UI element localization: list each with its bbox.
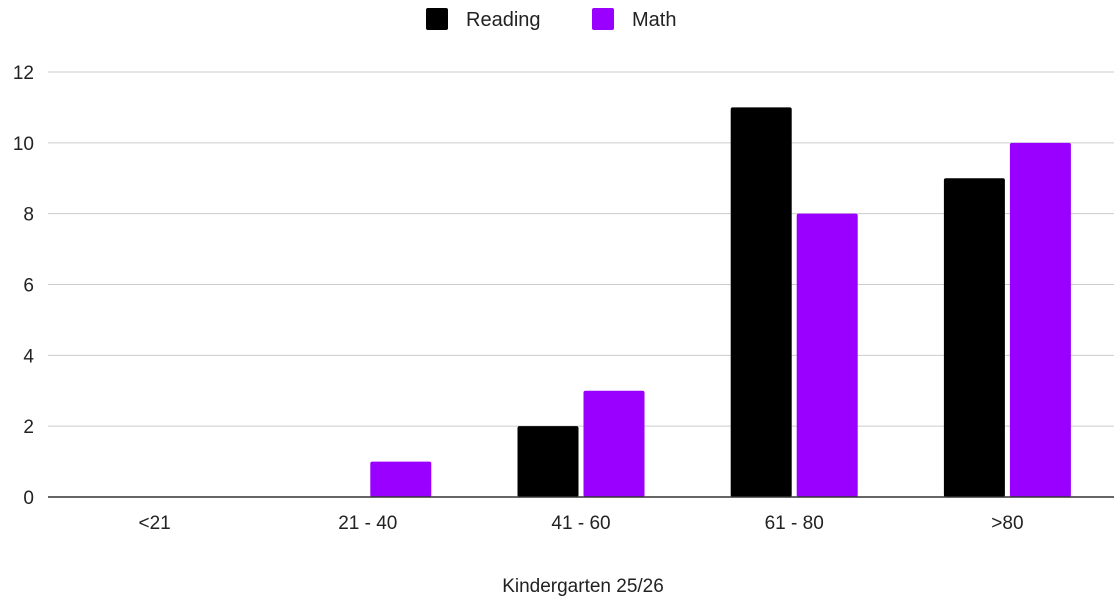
x-tick-label: 61 - 80 [765,513,824,534]
legend-label-math: Math [632,9,676,31]
bar-math-1 [370,461,432,497]
bar-reading-3 [730,107,792,498]
bar-reading-4 [943,178,1005,497]
legend-label-reading: Reading [466,9,541,31]
y-tick-label: 0 [23,488,34,509]
bar-reading-2 [517,426,579,497]
y-tick-label: 6 [23,276,34,297]
y-tick-label: 4 [23,346,34,367]
y-tick-label: 10 [13,134,34,155]
gridlines [48,71,1114,427]
legend-swatch-reading [426,8,448,30]
axes: 0 2 4 6 8 10 12 <21 21 - 40 41 - 60 61 - 80 >80 [13,63,1114,534]
x-tick-label: 21 - 40 [338,513,397,534]
bar-math-4 [1009,142,1071,498]
legend: Reading Math [426,8,676,31]
y-tick-label: 8 [23,205,34,226]
bar-math-3 [796,213,858,497]
y-tick-label: 12 [13,63,34,84]
x-tick-label: >80 [991,513,1023,534]
legend-swatch-math [592,8,614,30]
x-tick-label: <21 [138,513,170,534]
bars [370,107,1071,498]
y-tick-label: 2 [23,417,34,438]
bar-math-2 [583,390,645,497]
x-axis-title: Kindergarten 25/26 [502,576,664,597]
x-tick-label: 41 - 60 [551,513,610,534]
